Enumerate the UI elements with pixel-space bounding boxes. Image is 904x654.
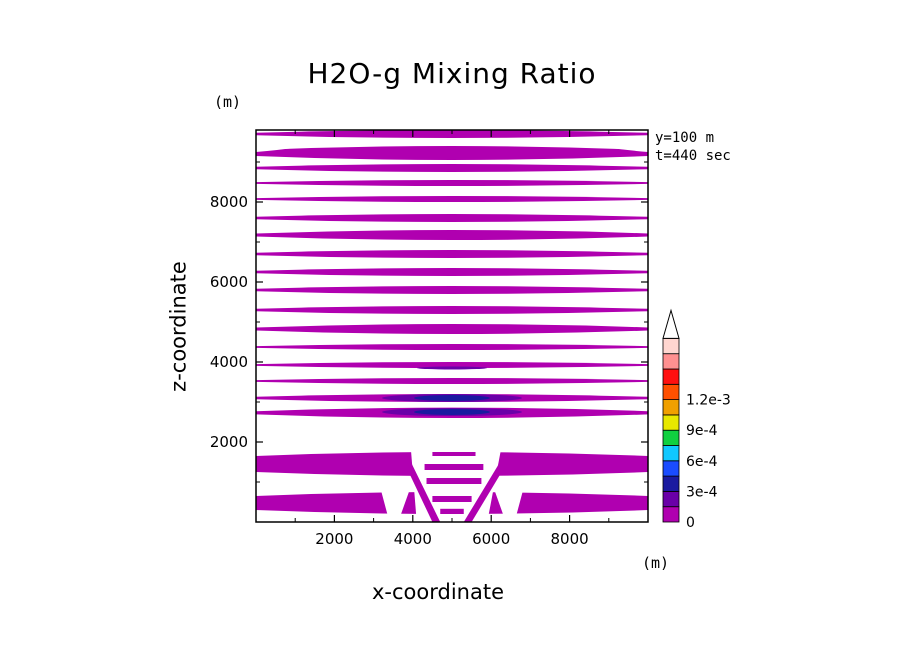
colorbar-label: 3e-4 bbox=[686, 484, 718, 500]
colorbar-swatch bbox=[662, 429, 680, 446]
x-axis-label: x-coordinate bbox=[372, 580, 505, 604]
plume-stripe bbox=[426, 478, 482, 484]
contour-band bbox=[256, 324, 648, 334]
contour-gap bbox=[381, 492, 409, 514]
colorbar-swatch bbox=[662, 368, 680, 385]
contour-core-purple bbox=[417, 366, 487, 370]
colorbar-swatch bbox=[662, 460, 680, 477]
x-tick-label: 8000 bbox=[551, 530, 589, 548]
x-tick-label: 2000 bbox=[315, 530, 353, 548]
colorbar-extend-arrow bbox=[662, 308, 680, 339]
contour-band bbox=[256, 250, 648, 258]
colorbar-label: 6e-4 bbox=[686, 454, 718, 470]
plume-stripe bbox=[440, 508, 464, 514]
contour-band bbox=[256, 362, 648, 368]
contour-band bbox=[256, 344, 648, 350]
colorbar-label: 0 bbox=[686, 515, 695, 531]
plume-stripe bbox=[424, 464, 484, 470]
plume-edge bbox=[402, 454, 441, 522]
contour-band bbox=[256, 164, 648, 172]
y-tick-label: 2000 bbox=[210, 433, 248, 451]
x-tick-label: 4000 bbox=[394, 530, 432, 548]
colorbar-swatch bbox=[662, 445, 680, 462]
plume-edge bbox=[463, 454, 509, 522]
colorbar-swatch bbox=[662, 506, 680, 523]
contour-band bbox=[256, 214, 648, 222]
contour-core-blue bbox=[414, 409, 490, 415]
y-tick-label: 8000 bbox=[210, 193, 248, 211]
contour-band bbox=[256, 306, 648, 314]
colorbar-swatch bbox=[662, 475, 680, 492]
plume-stripe bbox=[432, 496, 472, 502]
y-tick-label: 6000 bbox=[210, 273, 248, 291]
contour-gap bbox=[256, 140, 300, 152]
annotation-y-position: y=100 m bbox=[655, 130, 715, 146]
contour-gap bbox=[495, 492, 523, 514]
y-tick-label: 4000 bbox=[210, 353, 248, 371]
colorbar-swatch bbox=[662, 383, 680, 400]
annotation-time: t=440 sec bbox=[655, 148, 731, 164]
colorbar-swatch bbox=[662, 399, 680, 416]
contour-core-blue bbox=[414, 395, 490, 401]
contour-band bbox=[256, 268, 648, 276]
y-axis-unit: (m) bbox=[214, 93, 242, 111]
colorbar-swatch bbox=[662, 414, 680, 431]
colorbar-label: 9e-4 bbox=[686, 423, 718, 439]
contour-band bbox=[256, 180, 648, 186]
x-tick-label: 6000 bbox=[472, 530, 510, 548]
contour-field bbox=[256, 130, 648, 522]
colorbar-swatch bbox=[662, 337, 680, 355]
contour-band bbox=[256, 146, 648, 160]
contour-band bbox=[256, 230, 648, 240]
contour-band bbox=[256, 196, 648, 202]
contour-band bbox=[256, 286, 648, 294]
colorbar-swatch bbox=[662, 353, 680, 370]
contour-gap bbox=[604, 140, 648, 152]
plume-stripe bbox=[432, 452, 476, 456]
colorbar-swatch bbox=[662, 490, 680, 508]
x-axis-unit: (m) bbox=[642, 554, 670, 572]
chart-title: H2O-g Mixing Ratio bbox=[307, 57, 597, 90]
colorbar-label: 1.2e-3 bbox=[686, 393, 731, 409]
contour-band bbox=[256, 378, 648, 384]
